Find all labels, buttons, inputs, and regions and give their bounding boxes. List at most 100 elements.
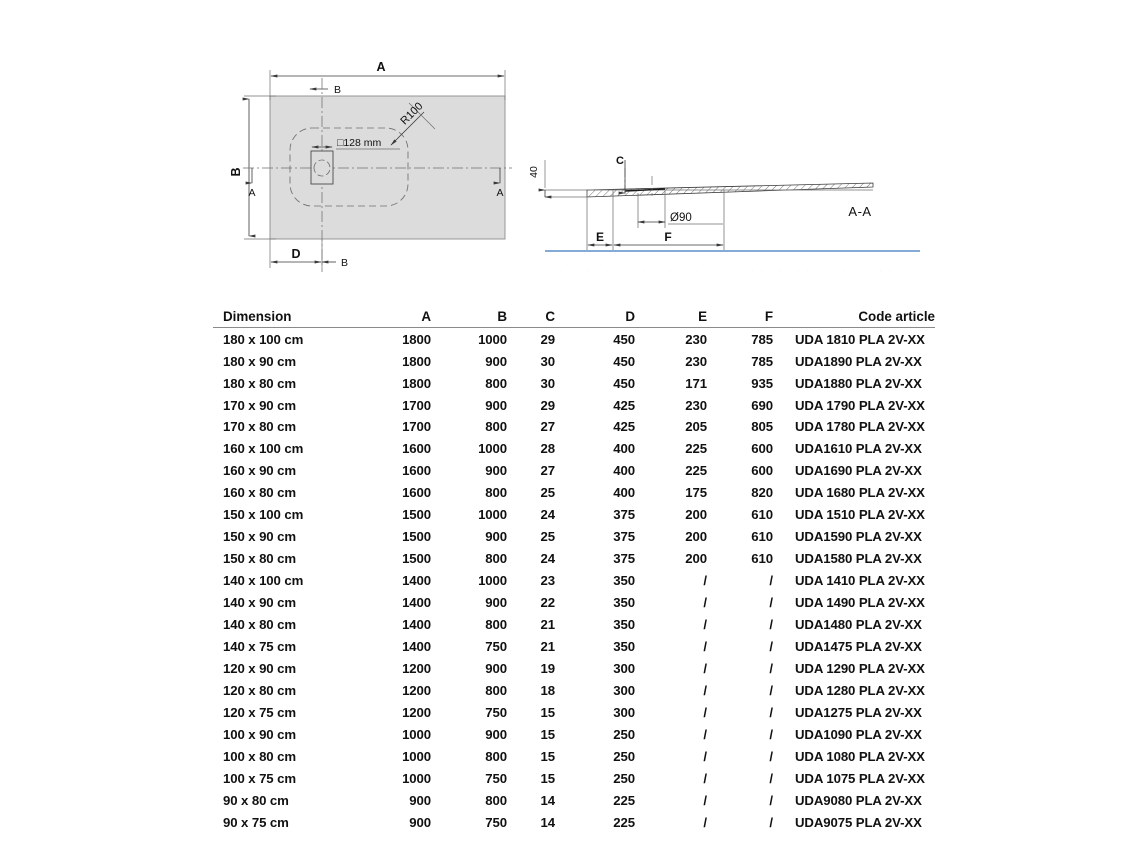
table-row: 100 x 75 cm 1000 750 15 250 / / UDA 1075 PLA 2V… [213,768,935,790]
dim-b-label: B [229,167,243,176]
cell-a: 1400 [402,639,431,655]
table-row: 140 x 90 cm 1400 900 22 350 / / UDA 1490 PLA 2V… [213,592,935,614]
cell-e: 171 [685,375,707,391]
cell-f: / [769,617,773,633]
cell-dimension: 100 x 80 cm [223,749,296,765]
cell-dimension: 140 x 80 cm [223,617,296,633]
table-row: 120 x 75 cm 1200 750 15 300 / / UDA1275 PLA 2V-… [213,702,935,724]
cell-d: 375 [613,551,635,567]
cell-e: 230 [685,353,707,369]
section-a-left-label: A [248,187,255,199]
cell-code-article: UDA1590 PLA 2V-XX [795,529,922,545]
cell-c: 22 [540,595,556,611]
cell-d: 300 [613,705,635,721]
cell-b: 900 [485,529,507,545]
cell-a: 1000 [402,749,431,765]
table-row: 140 x 100 cm 1400 1000 23 350 / / UDA 1410 PLA … [213,570,935,592]
cell-a: 1600 [402,463,431,479]
cell-b: 750 [485,639,507,655]
cell-d: 250 [613,749,635,765]
table-row: 120 x 90 cm 1200 900 19 300 / / UDA 1290 PLA 2V… [213,658,935,680]
col-header-a: A [353,309,431,328]
cell-dimension: 100 x 90 cm [223,727,296,743]
cell-b: 800 [485,683,507,699]
cell-c: 15 [540,771,556,787]
cell-c: 27 [540,419,556,435]
radius-underline [408,102,436,130]
cell-dimension: 170 x 80 cm [223,419,296,435]
table-row: 160 x 90 cm 1600 900 27 400 225 600 UDA1690 PLA… [213,460,935,482]
cell-c: 14 [540,793,556,809]
cell-b: 750 [485,815,507,831]
dim-40-label: 40 [528,166,540,178]
cell-dimension: 180 x 100 cm [223,331,304,347]
cell-e: 200 [685,529,707,545]
cell-a: 1200 [402,705,431,721]
cell-d: 400 [613,485,635,501]
cell-d: 375 [613,529,635,545]
table-row: 150 x 100 cm 1500 1000 24 375 200 610 UDA 1510 … [213,504,935,526]
table-body: 180 x 100 cm 1800 1000 29 450 230 785 UDA 1810 … [213,328,935,834]
cell-e: / [703,815,707,831]
cell-a: 1700 [402,397,431,413]
cell-e: / [703,793,707,809]
cell-code-article: UDA 1680 PLA 2V-XX [795,485,925,501]
dim-f-label: F [664,230,671,244]
col-header-dimension: Dimension [213,309,353,328]
plan-view: A B B A A R100 [229,60,512,272]
cell-e: 175 [685,485,707,501]
cell-dimension: 140 x 90 cm [223,595,296,611]
cell-code-article: UDA1880 PLA 2V-XX [795,375,922,391]
cell-c: 27 [540,463,556,479]
cell-a: 1500 [402,529,431,545]
cell-dimension: 180 x 80 cm [223,375,296,391]
cell-f: 785 [751,331,773,347]
cell-a: 1800 [402,331,431,347]
cell-b: 800 [485,419,507,435]
cell-b: 900 [485,397,507,413]
table-row: 180 x 90 cm 1800 900 30 450 230 785 UDA1890 PLA… [213,350,935,372]
cell-f: 935 [751,375,773,391]
cell-b: 900 [485,661,507,677]
cell-f: / [769,815,773,831]
cell-d: 375 [613,507,635,523]
dim-a-label: A [376,60,385,74]
tray-outline [269,95,506,240]
table-row: 150 x 90 cm 1500 900 25 375 200 610 UDA1590 PLA… [213,526,935,548]
cell-d: 225 [613,793,635,809]
cell-e: / [703,661,707,677]
cell-code-article: UDA 1410 PLA 2V-XX [795,573,925,589]
cell-code-article: UDA1275 PLA 2V-XX [795,705,922,721]
cell-code-article: UDA 1810 PLA 2V-XX [795,331,925,347]
cell-dimension: 120 x 75 cm [223,705,296,721]
cell-c: 15 [540,705,556,721]
section-a-right-label: A [496,187,503,199]
cell-f: / [769,727,773,743]
cell-e: 230 [685,397,707,413]
cell-f: / [769,793,773,809]
dim-d-label: D [291,247,300,261]
cell-f: 610 [751,507,773,523]
cell-f: / [769,661,773,677]
col-header-d: D [555,309,635,328]
cell-e: 225 [685,463,707,479]
cell-dimension: 170 x 90 cm [223,397,296,413]
cell-dimension: 150 x 80 cm [223,551,296,567]
drain-callout-label: □128 mm [337,137,382,149]
cell-b: 750 [485,771,507,787]
cell-e: / [703,705,707,721]
cell-e: / [703,771,707,787]
cell-c: 28 [540,441,556,457]
cell-e: 225 [685,441,707,457]
section-view-aa: 40 C Ø90 E F A-A [528,155,920,252]
col-header-b: B [431,309,507,328]
cell-c: 25 [540,485,556,501]
table-row: 140 x 75 cm 1400 750 21 350 / / UDA1475 PLA 2V-… [213,636,935,658]
cell-a: 900 [409,793,431,809]
cell-f: / [769,771,773,787]
cell-f: 600 [751,463,773,479]
cell-b: 900 [485,353,507,369]
cell-a: 1000 [402,771,431,787]
cell-b: 900 [485,595,507,611]
dim-diameter-label: Ø90 [670,212,692,224]
